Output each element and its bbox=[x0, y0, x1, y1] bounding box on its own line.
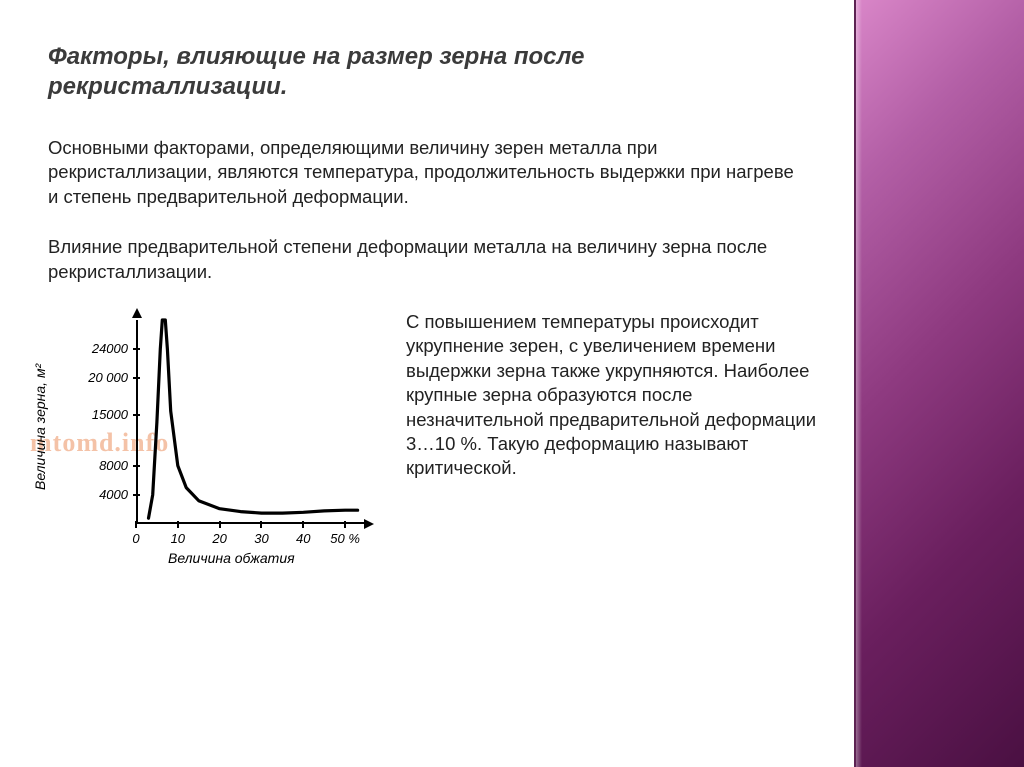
y-tick-label: 4000 bbox=[68, 487, 128, 502]
paragraph-intro: Основными факторами, определяющими велич… bbox=[48, 136, 808, 209]
y-axis-arrow-icon bbox=[132, 308, 142, 318]
x-tick-label: 30 bbox=[254, 531, 268, 546]
y-tick bbox=[133, 414, 140, 416]
accent-sidebar bbox=[854, 0, 1024, 767]
page-title: Факторы, влияющие на размер зерна после … bbox=[48, 42, 768, 102]
paragraph-side: С повышением температуры происходит укру… bbox=[406, 310, 834, 481]
y-tick bbox=[133, 348, 140, 350]
y-tick bbox=[133, 494, 140, 496]
x-tick-label: 20 bbox=[212, 531, 226, 546]
x-tick bbox=[344, 521, 346, 528]
x-tick-label: 10 bbox=[171, 531, 185, 546]
x-tick bbox=[260, 521, 262, 528]
slide: Факторы, влияющие на размер зерна после … bbox=[0, 0, 1024, 767]
content-area: Факторы, влияющие на размер зерна после … bbox=[0, 0, 854, 767]
chart-and-text-row: mtomd.info Величина зерна, м² Величина о… bbox=[48, 310, 834, 580]
y-tick bbox=[133, 377, 140, 379]
y-tick-label: 20 000 bbox=[68, 370, 128, 385]
paragraph-lead: Влияние предварительной степени деформац… bbox=[48, 235, 808, 284]
y-axis-label: Величина зерна, м² bbox=[32, 364, 48, 490]
chart-curve bbox=[136, 320, 366, 524]
x-tick bbox=[135, 521, 137, 528]
y-tick-label: 8000 bbox=[68, 458, 128, 473]
x-tick bbox=[302, 521, 304, 528]
x-tick-label: 50 % bbox=[330, 531, 360, 546]
x-tick bbox=[219, 521, 221, 528]
y-tick-label: 24000 bbox=[68, 341, 128, 356]
x-tick bbox=[177, 521, 179, 528]
y-tick-label: 15000 bbox=[68, 407, 128, 422]
x-axis-label: Величина обжатия bbox=[168, 550, 295, 566]
grain-size-chart: mtomd.info Величина зерна, м² Величина о… bbox=[48, 310, 378, 580]
x-tick-label: 40 bbox=[296, 531, 310, 546]
x-tick-label: 0 bbox=[132, 531, 139, 546]
y-tick bbox=[133, 465, 140, 467]
